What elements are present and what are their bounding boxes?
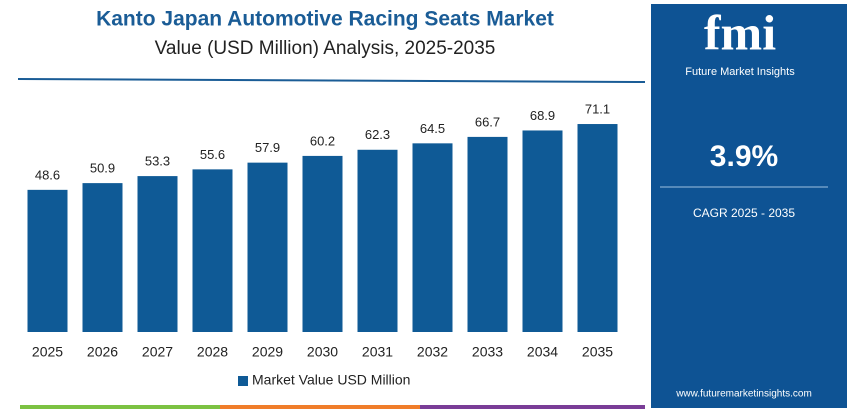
cagr-label: CAGR 2025 - 2035 xyxy=(693,206,795,220)
x-tick-label: 2030 xyxy=(307,344,338,360)
value-label: 64.5 xyxy=(420,121,445,136)
cagr-value: 3.9% xyxy=(710,140,778,173)
value-label: 66.7 xyxy=(475,114,500,129)
value-label: 60.2 xyxy=(310,133,335,148)
bar xyxy=(522,130,563,332)
x-tick-label: 2025 xyxy=(32,344,63,360)
stripe xyxy=(220,405,420,409)
bar xyxy=(357,149,398,332)
value-label: 48.6 xyxy=(35,167,60,182)
bar xyxy=(577,124,618,332)
value-label: 71.1 xyxy=(585,101,610,116)
side-panel xyxy=(651,4,847,408)
x-tick-label: 2026 xyxy=(87,344,118,360)
x-tick-label: 2031 xyxy=(362,344,393,360)
bar xyxy=(137,176,178,332)
stripe xyxy=(20,405,220,409)
bar xyxy=(412,143,453,332)
stripe xyxy=(420,405,645,409)
logo: fmi xyxy=(704,4,776,60)
x-tick-label: 2034 xyxy=(527,344,558,360)
brand: Future Market Insights xyxy=(685,66,795,78)
x-tick-label: 2032 xyxy=(417,344,448,360)
legend-swatch xyxy=(238,376,248,386)
x-tick-label: 2029 xyxy=(252,344,283,360)
website: www.futuremarketinsights.com xyxy=(675,389,812,400)
value-label: 62.3 xyxy=(365,127,390,142)
bar xyxy=(82,183,123,332)
chart-title: Kanto Japan Automotive Racing Seats Mark… xyxy=(96,8,554,31)
value-label: 68.9 xyxy=(530,108,555,123)
bar xyxy=(302,155,343,332)
value-label: 50.9 xyxy=(90,161,115,176)
value-label: 53.3 xyxy=(145,154,170,169)
x-tick-label: 2035 xyxy=(582,344,613,360)
bar xyxy=(247,162,288,332)
value-label: 55.6 xyxy=(200,147,225,162)
bar xyxy=(192,169,233,332)
bar xyxy=(467,136,508,332)
bar xyxy=(27,189,68,332)
legend-label: Market Value USD Million xyxy=(252,372,410,388)
x-tick-label: 2033 xyxy=(472,344,503,360)
x-tick-label: 2027 xyxy=(142,344,173,360)
value-label: 57.9 xyxy=(255,140,280,155)
chart-subtitle: Value (USD Million) Analysis, 2025-2035 xyxy=(155,38,496,59)
title-rule xyxy=(17,78,646,83)
x-tick-label: 2028 xyxy=(197,344,228,360)
